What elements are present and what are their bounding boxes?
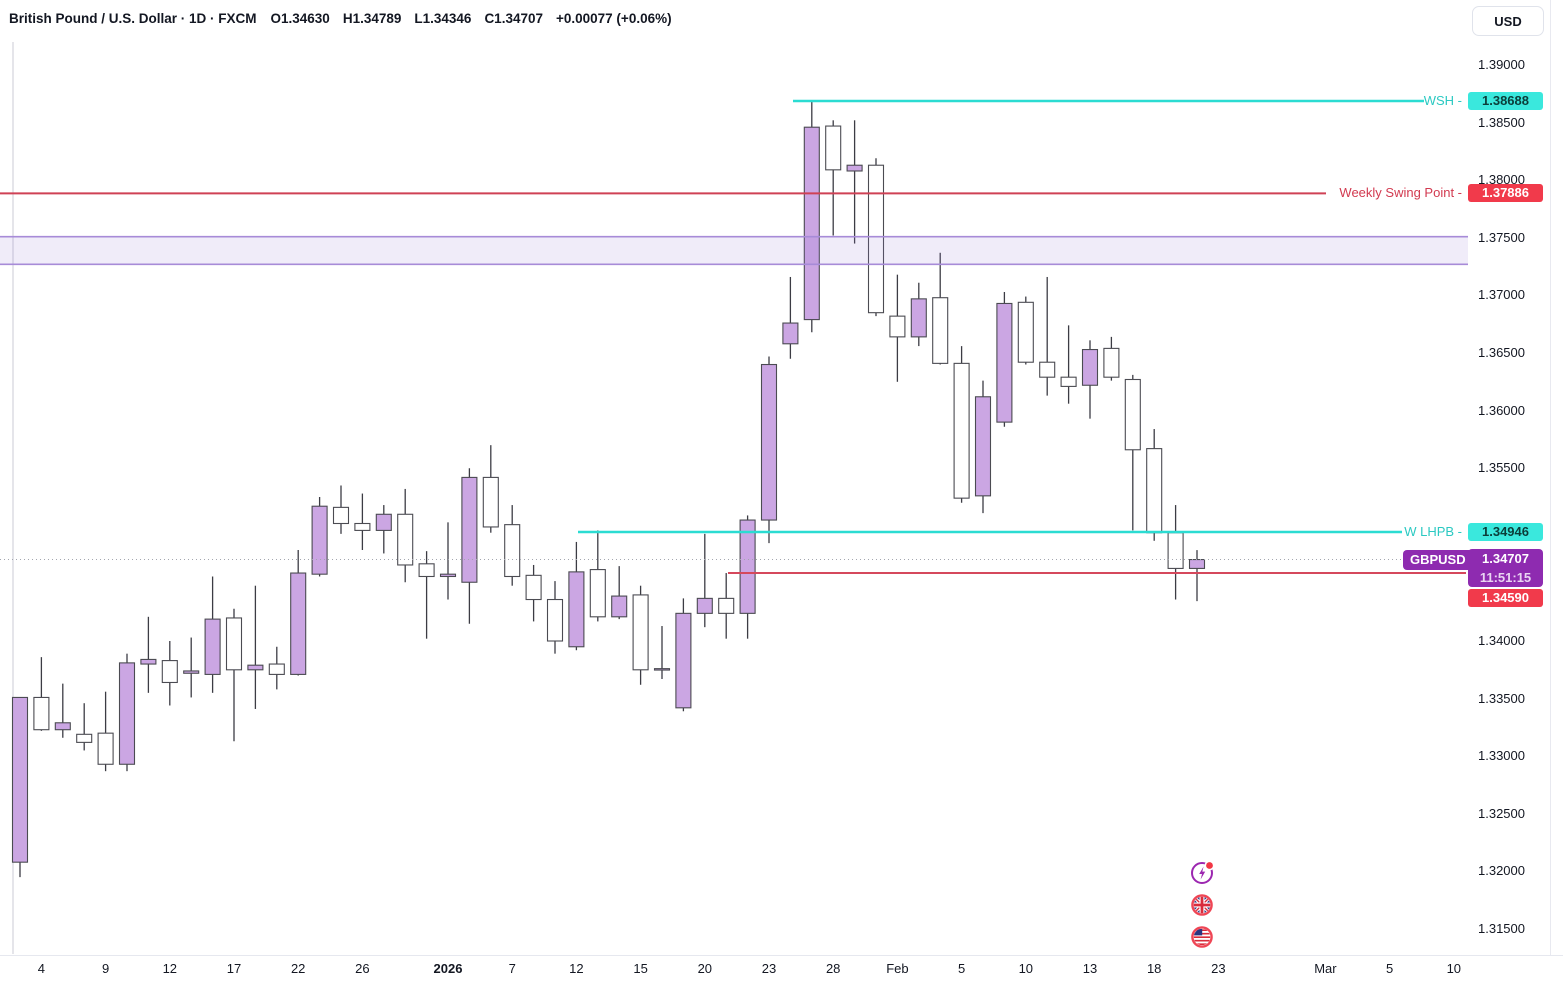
candle xyxy=(54,683,71,738)
candle xyxy=(589,530,606,622)
pane-right-border xyxy=(1550,0,1551,990)
candle xyxy=(1146,429,1163,541)
candle xyxy=(953,346,970,503)
candle xyxy=(247,585,264,709)
candle xyxy=(825,120,842,236)
candle xyxy=(375,505,392,554)
candle xyxy=(397,488,414,583)
price-axis[interactable] xyxy=(1468,0,1563,990)
candle xyxy=(482,445,499,533)
time-axis[interactable] xyxy=(0,955,1563,990)
candle xyxy=(932,252,949,365)
ohlc-low: L1.34346 xyxy=(414,11,472,26)
candle xyxy=(268,646,285,690)
candle xyxy=(696,533,713,628)
candle xyxy=(675,598,692,712)
candle xyxy=(97,691,114,772)
candle xyxy=(504,505,521,586)
candle xyxy=(653,626,671,680)
candle xyxy=(354,493,371,550)
candle xyxy=(889,274,906,382)
candle xyxy=(332,485,350,534)
ohlc-close: C1.34707 xyxy=(484,11,543,26)
candle xyxy=(161,641,178,706)
candle xyxy=(183,637,200,698)
candle xyxy=(996,291,1013,427)
currency-toggle-button[interactable]: USD xyxy=(1472,6,1544,36)
change-value: +0.00077 (+0.06%) xyxy=(556,11,672,26)
candle xyxy=(739,515,756,639)
candle xyxy=(33,657,50,731)
supply-zone[interactable] xyxy=(0,236,1468,265)
candle xyxy=(1039,276,1056,396)
candle xyxy=(718,573,735,639)
symbol-title[interactable]: British Pound / U.S. Dollar · 1D · FXCM xyxy=(9,11,257,26)
candle xyxy=(974,380,992,514)
candle xyxy=(568,541,585,651)
candle xyxy=(204,576,221,693)
candle xyxy=(632,585,649,685)
candle xyxy=(1060,325,1077,404)
candle xyxy=(418,551,435,639)
candle xyxy=(1017,296,1034,365)
candle xyxy=(803,100,820,333)
candle xyxy=(1081,340,1099,419)
candle xyxy=(846,120,863,244)
candle xyxy=(525,564,542,622)
ohlc-open: O1.34630 xyxy=(270,11,330,26)
candle xyxy=(546,581,564,654)
candle xyxy=(1124,374,1141,531)
candle xyxy=(439,522,457,600)
candle xyxy=(290,549,307,676)
candle xyxy=(611,566,628,620)
candle xyxy=(760,356,778,544)
candle xyxy=(782,276,799,359)
candle xyxy=(910,282,927,347)
candle xyxy=(311,497,328,577)
symbol-info-bar[interactable]: British Pound / U.S. Dollar · 1D · FXCM O… xyxy=(9,11,672,26)
candle xyxy=(11,696,29,878)
candle xyxy=(867,158,885,317)
candle xyxy=(140,616,157,693)
candle xyxy=(76,703,93,751)
candle xyxy=(461,468,478,624)
candle xyxy=(225,608,243,742)
candle xyxy=(1188,550,1206,602)
candle xyxy=(1167,505,1184,600)
candle xyxy=(118,653,136,772)
candle xyxy=(1103,336,1120,381)
ohlc-high: H1.34789 xyxy=(342,11,402,26)
